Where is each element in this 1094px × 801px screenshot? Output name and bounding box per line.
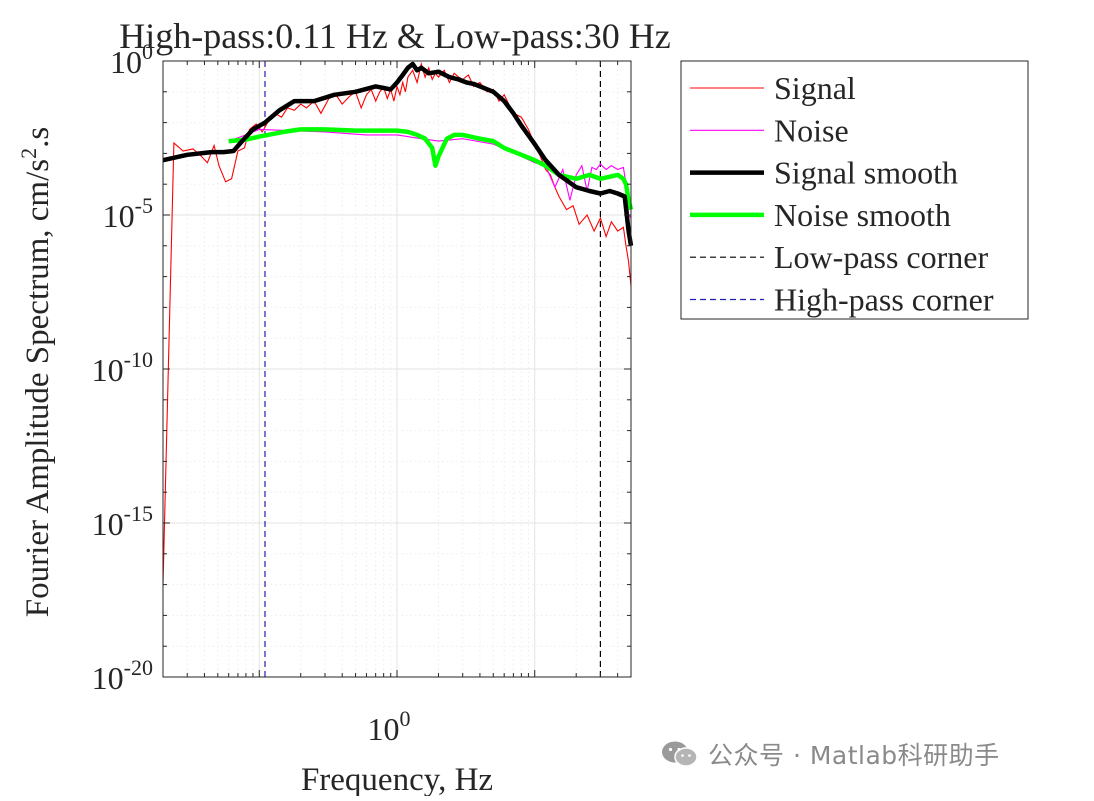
y-axis-label-sup: 2: [16, 148, 41, 159]
legend-label: Noise: [774, 112, 849, 148]
y-tick-label: 10-10: [92, 347, 153, 388]
y-axis-label-main: Fourier Amplitude Spectrum, cm/s: [20, 159, 56, 617]
legend-label: Low-pass corner: [774, 239, 988, 275]
y-axis-label: Fourier Amplitude Spectrum, cm/s2.s: [16, 127, 56, 617]
legend-box: [680, 60, 1029, 320]
series-signal-smooth: [162, 61, 634, 247]
y-tick-label: 100: [110, 39, 153, 80]
legend-label: Noise smooth: [774, 197, 951, 233]
series-noise: [228, 128, 632, 219]
grid: [162, 61, 632, 678]
y-tick-label: 10-5: [103, 193, 153, 234]
legend-label: High-pass corner: [774, 282, 994, 318]
watermark: 公众号 · Matlab科研助手: [660, 736, 1000, 772]
series-layer: [162, 61, 634, 677]
legend-label: Signal smooth: [774, 155, 958, 191]
legend-label: Signal: [774, 70, 856, 106]
watermark-text: 公众号 · Matlab科研助手: [708, 741, 1000, 770]
chart-title: High-pass:0.11 Hz & Low-pass:30 Hz: [119, 16, 671, 56]
series-noise-smooth: [228, 127, 634, 211]
x-tick-label: 100: [368, 706, 411, 747]
ticks: 100 10-5 10-10 10-15 10-20 100: [92, 39, 632, 747]
y-axis-label-tail: .s: [20, 127, 56, 148]
y-tick-label: 10-15: [92, 501, 153, 542]
y-tick-label: 10-20: [92, 655, 153, 696]
x-axis-label: Frequency, Hz: [301, 762, 493, 796]
legend: Signal Noise Signal smooth Noise smooth Low-…: [680, 60, 1029, 320]
wechat-icon: [662, 741, 698, 767]
